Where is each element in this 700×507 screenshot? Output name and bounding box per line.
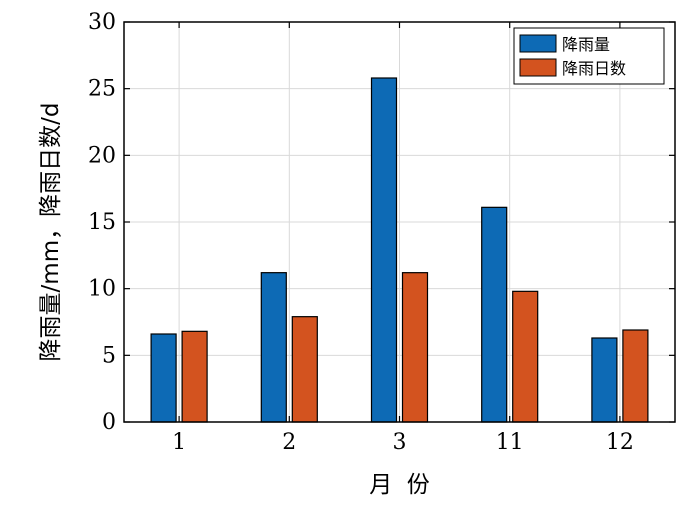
bar-series2-cat2: [291, 316, 318, 423]
y-tick-label: 15: [88, 210, 116, 235]
bar-series1-cat1: [150, 333, 177, 423]
bar-series1-cat5: [591, 337, 618, 423]
x-tick-label: 1: [172, 430, 186, 455]
x-tick-label: 2: [282, 430, 296, 455]
y-tick-label: 5: [102, 343, 116, 368]
legend-label-1: 降雨量: [562, 35, 610, 54]
y-tick-label: 10: [88, 277, 116, 302]
legend-label-2: 降雨日数: [562, 59, 626, 78]
legend-swatch-1: [519, 34, 557, 53]
y-tick-label: 30: [88, 10, 116, 35]
x-tick-label: 12: [606, 430, 634, 455]
bar-series2-cat5: [622, 329, 649, 423]
x-tick-labels: 1 2 3 11 12: [172, 430, 634, 455]
y-tick-labels: 0 5 10 15 20 25 30: [88, 10, 116, 435]
bar-series2-cat3: [401, 272, 429, 423]
y-axis-title: 降雨量/mm，降雨日数/d: [38, 103, 64, 362]
y-tick-label: 20: [88, 143, 116, 168]
x-tick-label: 11: [496, 430, 524, 455]
y-tick-label: 25: [88, 77, 116, 102]
bar-series1-cat4: [481, 206, 508, 423]
bar-series1-cat2: [260, 272, 287, 423]
y-tick-label: 0: [102, 410, 116, 435]
bar-series2-cat1: [181, 330, 208, 423]
bar-series1-cat3: [370, 77, 398, 423]
bar-series2-cat4: [512, 290, 539, 423]
x-tick-label: 3: [393, 430, 407, 455]
axis-ticks: [124, 21, 675, 423]
x-axis-title: 月 份: [369, 472, 430, 498]
grid: [124, 22, 675, 422]
legend-swatch-2: [519, 58, 557, 77]
